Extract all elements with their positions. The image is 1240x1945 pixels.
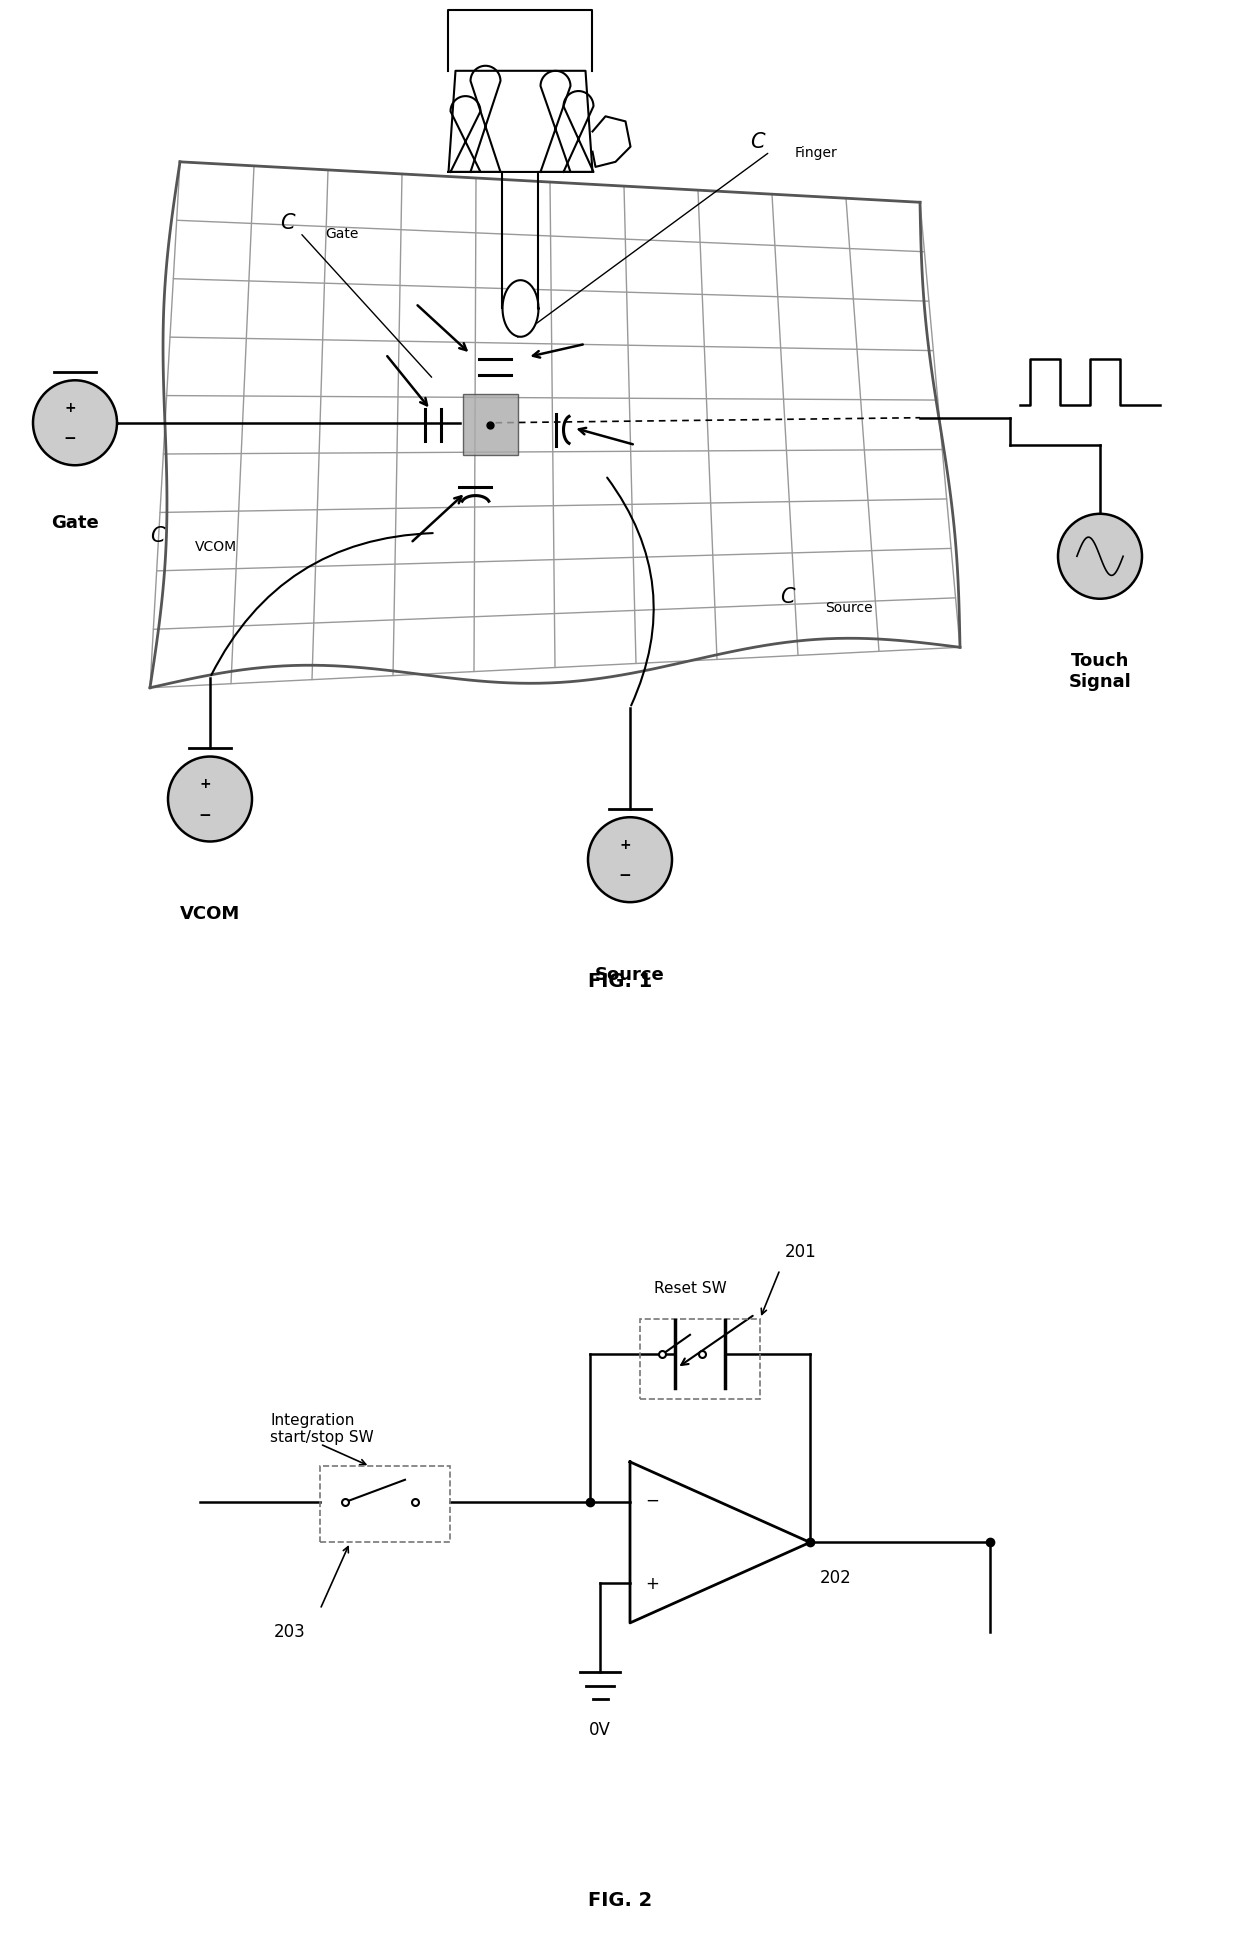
Text: 201: 201 (785, 1243, 817, 1260)
Text: Finger: Finger (795, 146, 838, 159)
Text: −: − (63, 432, 77, 447)
FancyBboxPatch shape (463, 395, 518, 455)
Text: FIG. 2: FIG. 2 (588, 1891, 652, 1910)
Circle shape (1058, 513, 1142, 599)
Text: $C$: $C$ (750, 132, 766, 152)
Text: 0V: 0V (589, 1721, 611, 1739)
Polygon shape (449, 70, 593, 171)
Text: −: − (198, 807, 211, 823)
Circle shape (167, 757, 252, 842)
Polygon shape (541, 70, 570, 171)
Circle shape (33, 381, 117, 465)
Text: +: + (64, 401, 76, 414)
Text: 203: 203 (274, 1622, 306, 1642)
Polygon shape (470, 66, 501, 171)
Text: Reset SW: Reset SW (653, 1282, 727, 1295)
Text: Integration
start/stop SW: Integration start/stop SW (270, 1412, 373, 1445)
Text: FIG. 1: FIG. 1 (588, 972, 652, 990)
Polygon shape (502, 280, 538, 336)
Text: $C$: $C$ (280, 212, 296, 233)
Polygon shape (450, 95, 481, 171)
Text: Gate: Gate (325, 228, 358, 241)
Text: Touch
Signal: Touch Signal (1069, 652, 1131, 690)
Text: 202: 202 (820, 1570, 852, 1587)
Text: $C$: $C$ (780, 587, 796, 607)
Text: VCOM: VCOM (195, 541, 237, 554)
Polygon shape (593, 117, 630, 167)
Circle shape (588, 817, 672, 902)
Bar (640, 1319, 760, 1398)
Text: +: + (619, 838, 631, 852)
Text: +: + (645, 1575, 658, 1593)
Text: Gate: Gate (51, 513, 99, 531)
Text: −: − (645, 1492, 658, 1509)
Text: $C$: $C$ (150, 527, 166, 547)
Text: Source: Source (595, 967, 665, 984)
Text: −: − (619, 867, 631, 883)
Polygon shape (563, 91, 594, 171)
Text: +: + (200, 778, 211, 792)
Text: Source: Source (825, 601, 873, 615)
Text: VCOM: VCOM (180, 904, 241, 924)
Bar (320, 1467, 450, 1542)
